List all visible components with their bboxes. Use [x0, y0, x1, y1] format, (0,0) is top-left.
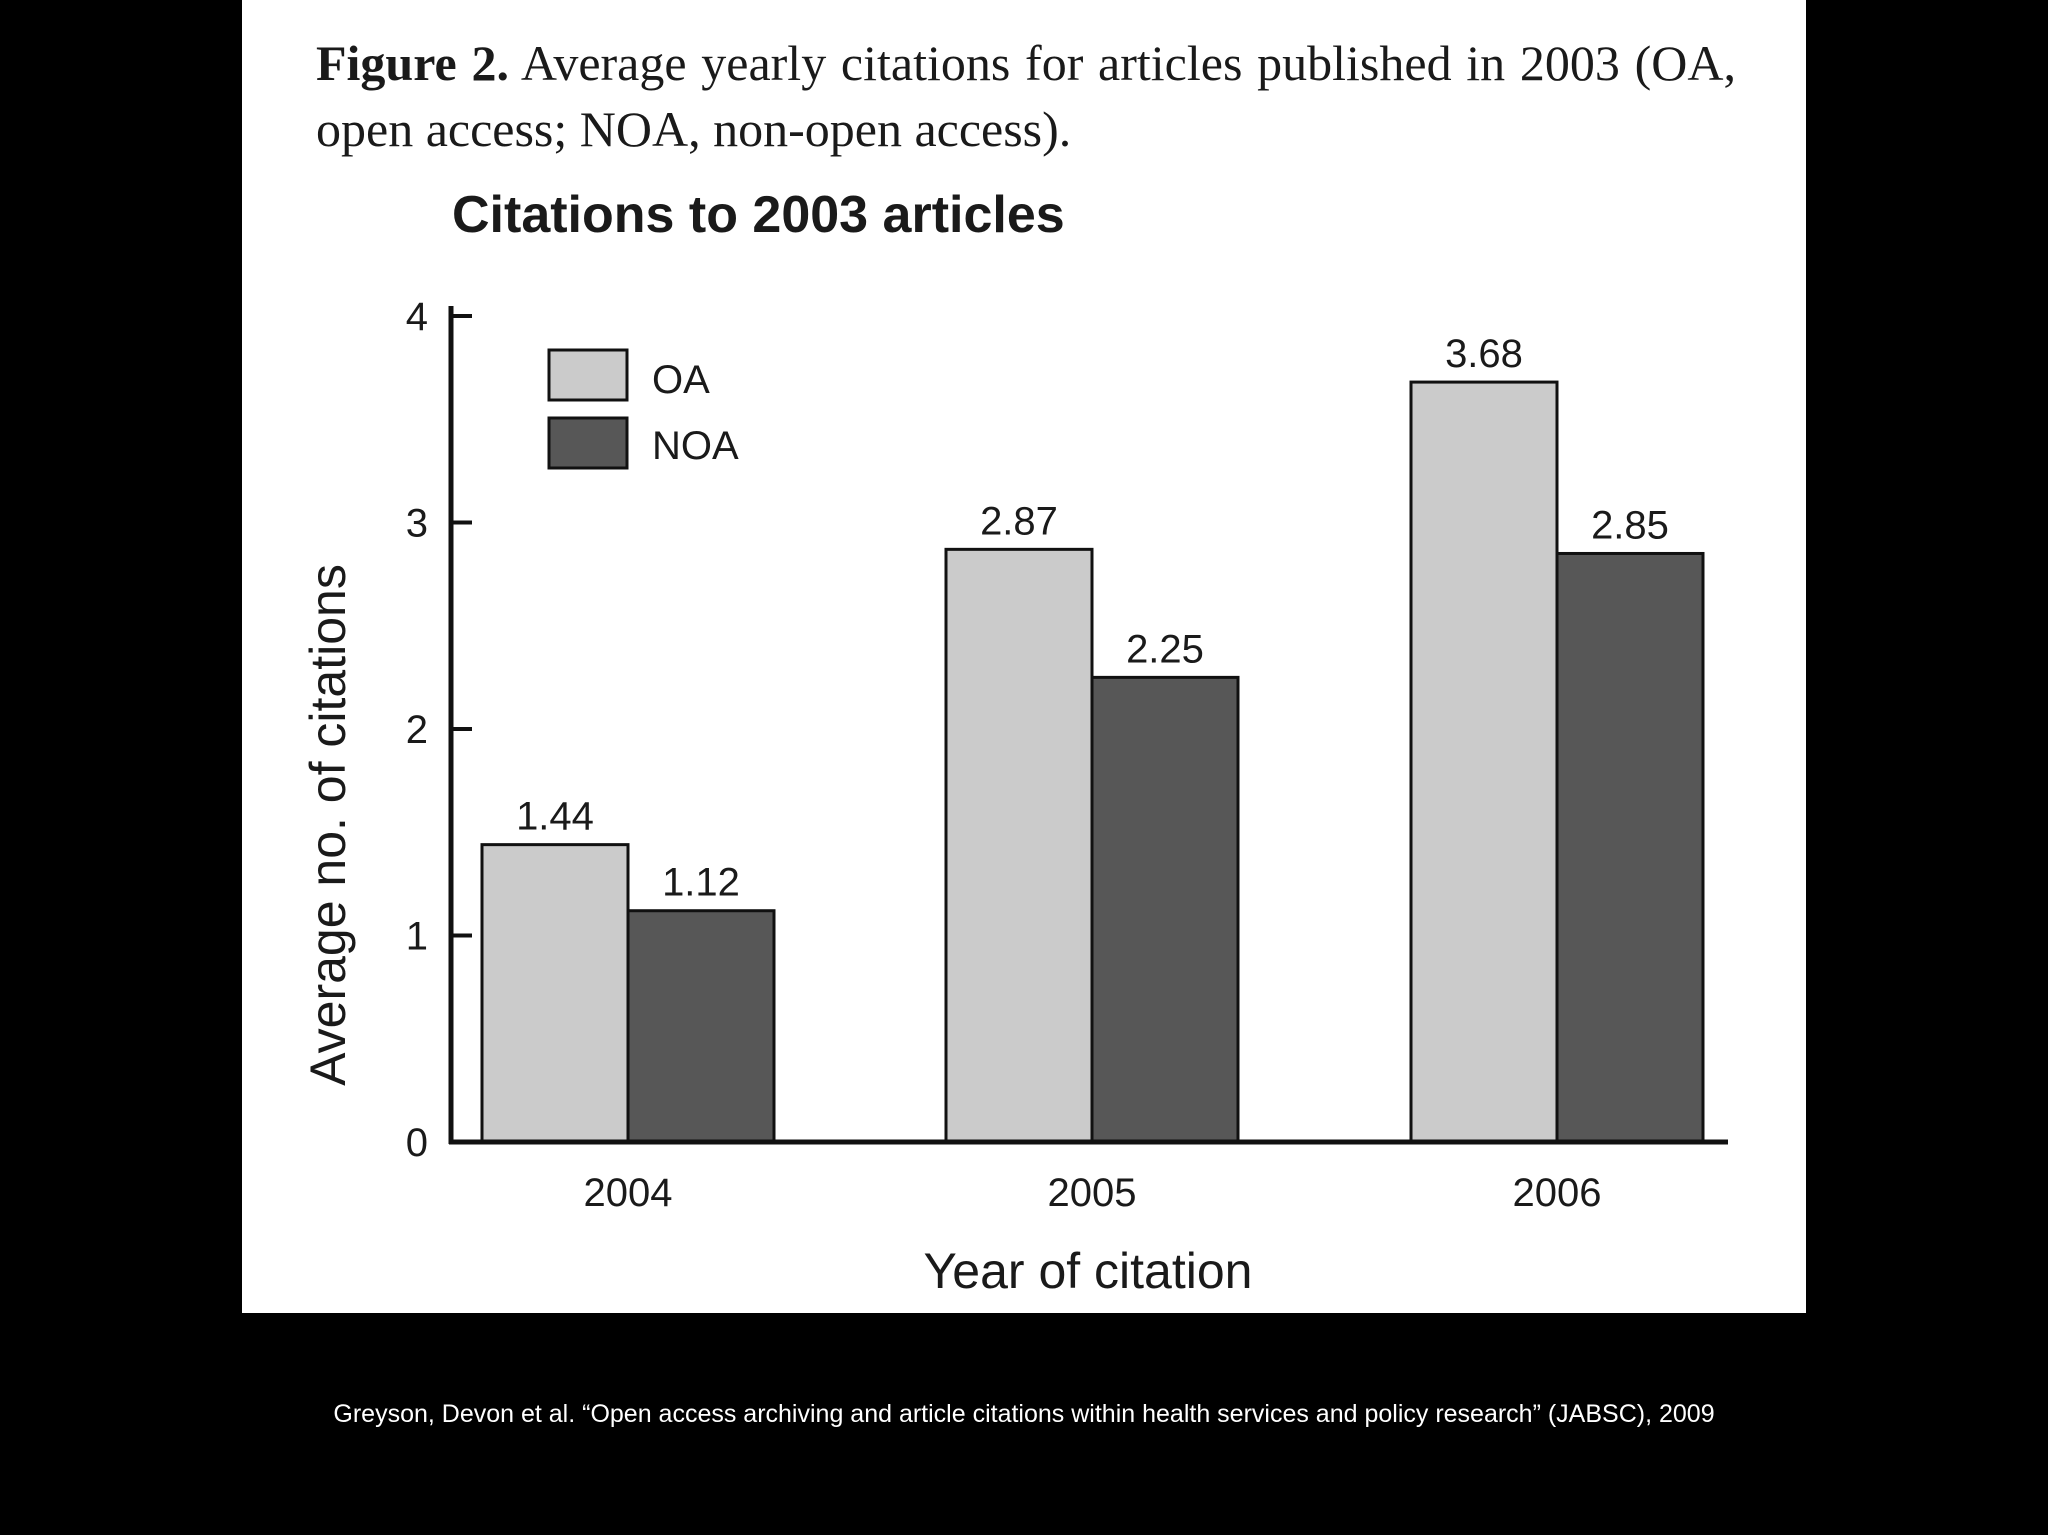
figure-caption-text: Average yearly citations for articles pu… — [316, 35, 1736, 157]
value-label-noa-2006: 2.85 — [1591, 503, 1669, 547]
bar-oa-2005 — [944, 547, 1094, 1144]
x-tick-label-2005: 2005 — [1048, 1171, 1137, 1215]
bar-noa-2005 — [1090, 675, 1240, 1144]
bar-noa-2006 — [1555, 551, 1705, 1144]
bar-noa-2004 — [626, 909, 776, 1144]
y-axis-label: Average no. of citations — [300, 564, 356, 1086]
x-axis-label: Year of citation — [924, 1243, 1253, 1299]
bar-oa-2006 — [1409, 380, 1559, 1144]
value-label-oa-2005: 2.87 — [980, 499, 1058, 543]
legend-label-oa: OA — [652, 358, 710, 402]
x-tick-label-2004: 2004 — [584, 1171, 673, 1215]
bar-oa-2004 — [480, 843, 630, 1144]
value-label-noa-2005: 2.25 — [1126, 627, 1204, 671]
value-labels-group: 1.44 1.12 2.87 2.25 3.68 2.85 — [516, 332, 1669, 905]
figure-caption: Figure 2. Average yearly citations for a… — [316, 30, 1736, 162]
source-citation: Greyson, Devon et al. “Open access archi… — [333, 1400, 1715, 1428]
legend: OA NOA — [547, 348, 739, 470]
legend-label-noa: NOA — [652, 424, 739, 468]
value-label-oa-2006: 3.68 — [1445, 332, 1523, 376]
y-tick-label: 4 — [406, 295, 428, 339]
x-tick-label-2006: 2006 — [1513, 1171, 1602, 1215]
chart-title: Citations to 2003 articles — [452, 186, 1065, 244]
y-tick-label: 1 — [406, 915, 428, 959]
x-axis-ticks: 2004 2005 2006 — [584, 1171, 1602, 1215]
y-tick-label: 2 — [406, 708, 428, 752]
y-axis-ticks: 0 1 2 3 4 — [406, 295, 472, 1165]
figure-label: Figure 2. — [316, 35, 509, 91]
y-tick-label: 3 — [406, 502, 428, 546]
value-label-oa-2004: 1.44 — [516, 795, 594, 839]
legend-swatch-oa — [547, 348, 629, 402]
y-tick-label: 0 — [406, 1121, 428, 1165]
value-label-noa-2004: 1.12 — [662, 861, 740, 905]
bars-group — [480, 380, 1705, 1144]
legend-swatch-noa — [547, 416, 629, 470]
